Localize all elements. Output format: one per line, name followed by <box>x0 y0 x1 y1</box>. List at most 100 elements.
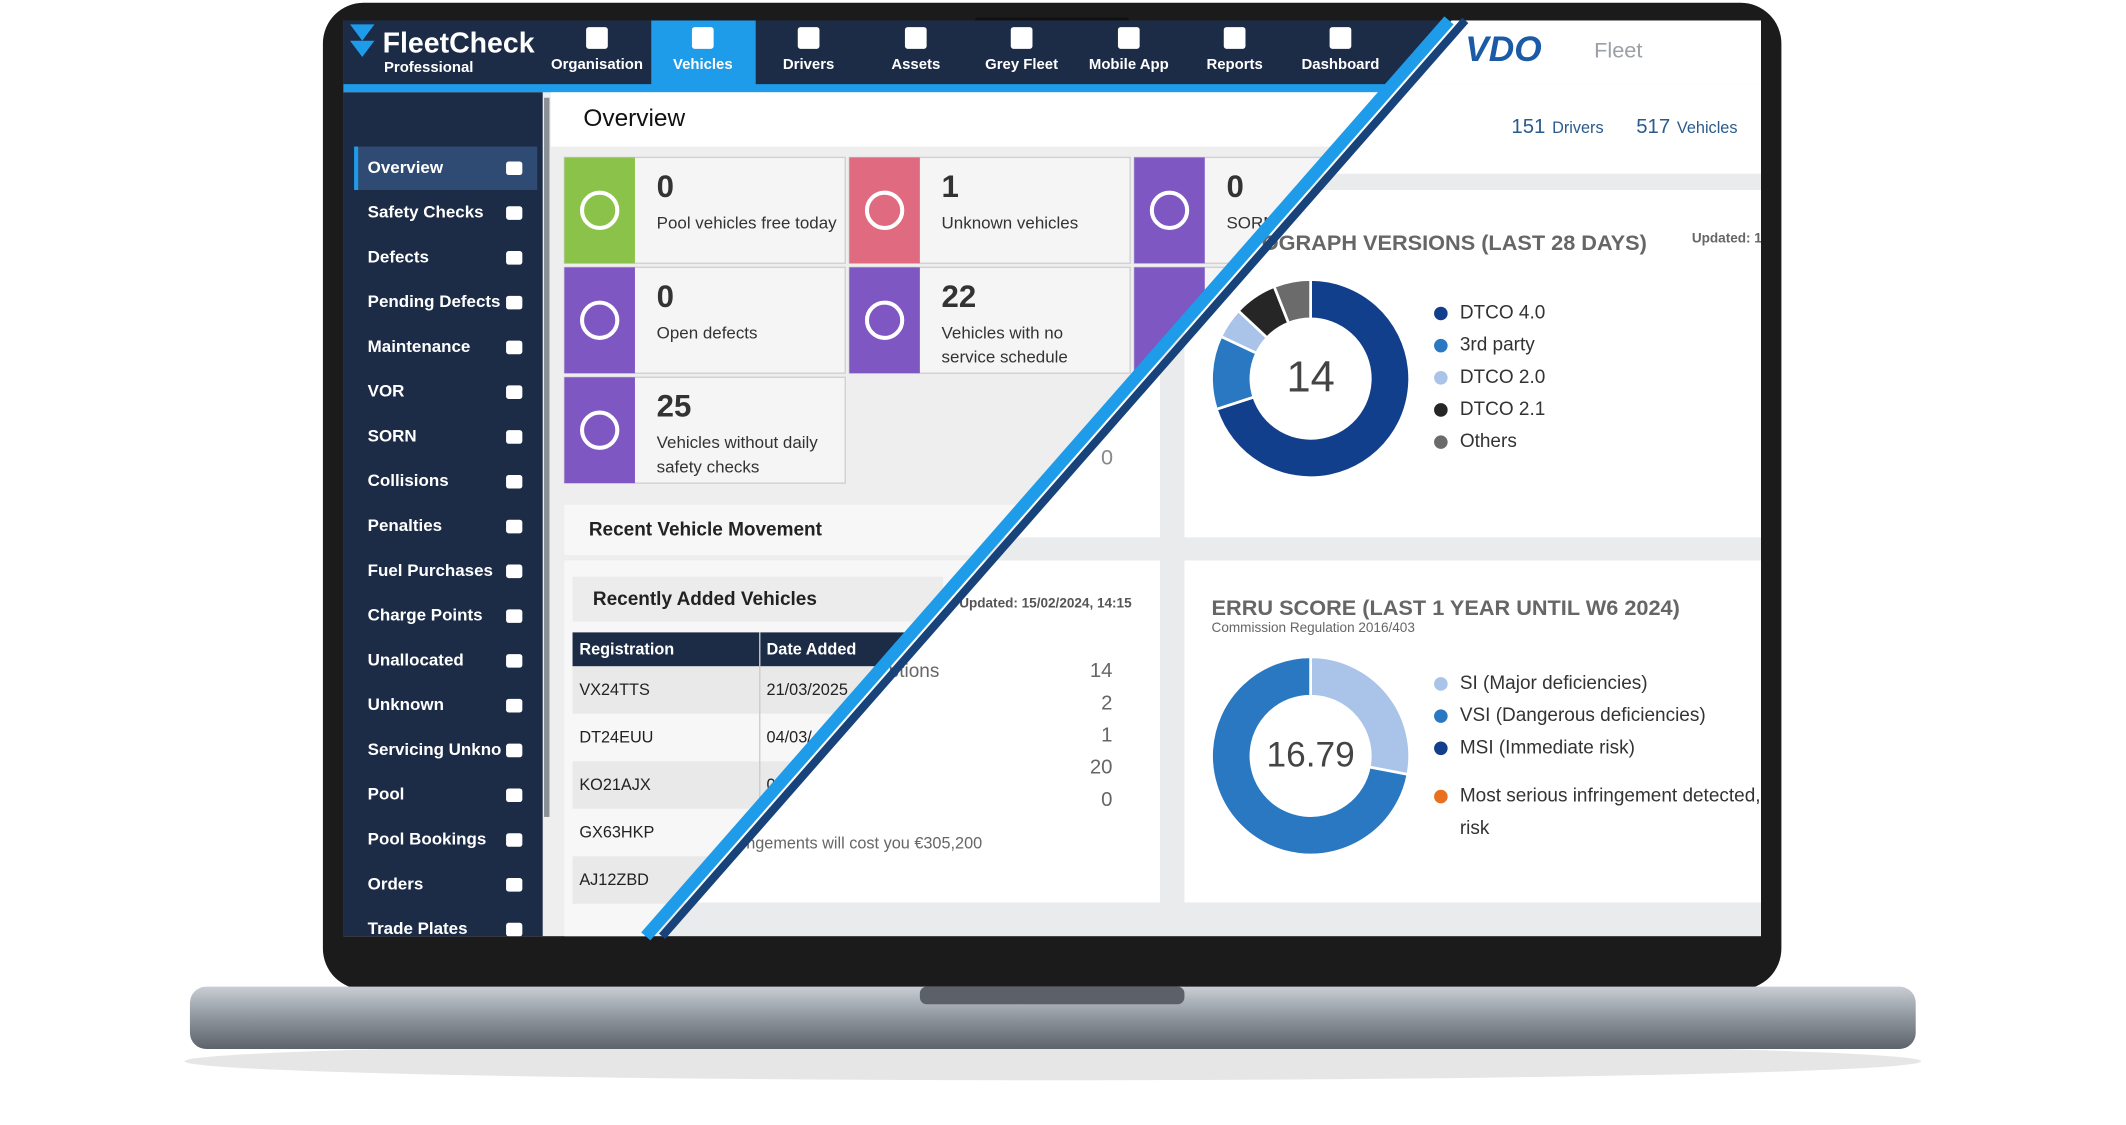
divider-dark <box>659 17 1469 940</box>
laptop-base <box>189 986 1916 1050</box>
nav-icon <box>586 27 608 49</box>
recent-header <box>572 576 943 622</box>
sidebar-item[interactable]: VOR <box>368 382 405 401</box>
legend-swatch <box>1434 338 1448 353</box>
vehicles-label: Vehicles <box>1677 119 1738 137</box>
sidebar-item[interactable]: Maintenance <box>368 337 471 356</box>
donut-segment <box>1309 655 1411 777</box>
sidebar-item[interactable]: Unallocated <box>368 650 464 669</box>
vehicles-count: 517 <box>1636 116 1670 138</box>
sidebar-item[interactable]: SORN <box>368 426 417 445</box>
nav-item[interactable]: Dashboard <box>1302 56 1380 73</box>
sidebar-item[interactable]: Charge Points <box>368 606 483 625</box>
tacho-total: 14 <box>1286 353 1334 401</box>
legend-label: 3rd party <box>1460 335 1535 356</box>
nav-icon <box>904 27 927 49</box>
logo-mark <box>350 24 375 57</box>
legend-swatch <box>1434 435 1448 449</box>
nav-item[interactable]: Grey Fleet <box>985 56 1058 73</box>
drivers-label: Drivers <box>1552 119 1604 137</box>
list-value: 1 <box>1101 724 1112 746</box>
table-header-cell: Date Added <box>767 640 857 658</box>
sidebar-icon <box>506 833 523 847</box>
sidebar-item[interactable]: Defects <box>368 247 429 266</box>
divider-light <box>641 16 1454 941</box>
sidebar-item[interactable]: Orders <box>368 874 424 893</box>
sidebar-item[interactable]: Safety Checks <box>368 203 484 222</box>
tile-icon <box>580 300 620 340</box>
tacho-updated: Updated: 1 <box>1692 230 1762 245</box>
table-cell: GX63HKP <box>579 824 654 842</box>
sidebar-item[interactable]: Pending Defects <box>368 292 501 311</box>
sidebar-icon <box>506 519 523 534</box>
cost-note: ngements will cost you €305,200 <box>746 834 982 852</box>
nav-item[interactable]: Mobile App <box>1089 56 1169 73</box>
sidebar-item[interactable]: Overview <box>368 158 444 177</box>
sidebar-icon <box>506 743 523 758</box>
tile-icon-bg <box>564 267 635 374</box>
panel-title: Recently Added Vehicles <box>593 589 817 610</box>
tile-icon-bg <box>849 157 920 264</box>
tile-icon <box>580 410 620 450</box>
nav-item[interactable]: Assets <box>891 56 940 73</box>
sidebar-icon <box>506 564 523 579</box>
nav-item[interactable]: Reports <box>1206 56 1262 73</box>
erru-subtitle: Commission Regulation 2016/403 <box>1212 620 1415 635</box>
drivers-count: 151 <box>1511 116 1545 138</box>
tile-label: Unknown vehicles <box>942 213 1079 232</box>
sidebar-item[interactable]: Servicing Unkno <box>368 740 502 759</box>
nav-item[interactable]: Organisation <box>551 56 643 73</box>
legend-swatch <box>1434 371 1448 385</box>
donut-segment <box>1272 278 1312 325</box>
nav-item[interactable]: Drivers <box>783 56 834 73</box>
tile-label: safety checks <box>657 458 760 477</box>
sidebar-item[interactable]: Trade Plates <box>368 919 468 938</box>
tile-icon-bg <box>849 267 920 374</box>
legend-label: DTCO 4.0 <box>1460 302 1545 323</box>
sidebar-icon <box>506 878 523 892</box>
sidebar-item[interactable]: Unknown <box>368 695 444 714</box>
tile-icon <box>864 300 905 340</box>
sidebar-icon <box>506 385 523 399</box>
legend-swatch <box>1434 677 1448 691</box>
sidebar-item[interactable]: Collisions <box>368 471 449 490</box>
legend-label: VSI (Dangerous deficiencies) <box>1460 705 1706 726</box>
legend-swatch <box>1434 306 1448 321</box>
tile-icon-bg <box>564 157 635 264</box>
erru-score: 16.79 <box>1266 736 1354 775</box>
list-value: 20 <box>1090 757 1113 779</box>
tacho-card <box>1184 189 1762 538</box>
list-value: 14 <box>1090 660 1113 682</box>
sidebar-icon <box>506 474 523 489</box>
tile-value: 1 <box>942 169 959 204</box>
donut-segment <box>1210 655 1410 857</box>
sidebar-item[interactable]: Penalties <box>368 516 442 535</box>
nav-item[interactable]: Vehicles <box>673 56 733 73</box>
nav-icon <box>1010 27 1033 49</box>
laptop-notch <box>919 986 1185 1005</box>
tile-label: Pool vehicles free today <box>657 213 837 232</box>
page-header <box>550 92 1452 147</box>
table-cell: KO21AJX <box>579 776 651 794</box>
list-value: 2 <box>1101 692 1112 714</box>
legend-label: MSI (Immediate risk) <box>1460 737 1635 758</box>
table-cell: 04/03/ <box>767 729 813 747</box>
erru-note: Most serious infringement detected, y <box>1460 786 1776 807</box>
shadow <box>184 1042 1922 1081</box>
table-cell: 21/03/2025 <box>767 681 848 699</box>
active-sidebar-marker <box>354 146 359 190</box>
sidebar-item[interactable]: Pool Bookings <box>368 830 487 849</box>
tile-icon-bg <box>1134 157 1205 264</box>
erru-note: risk <box>1460 818 1490 839</box>
sidebar-item[interactable]: Pool <box>368 785 405 804</box>
tile-value: 25 <box>657 389 692 424</box>
sidebar-icon <box>506 609 523 623</box>
sidebar-icon <box>506 251 523 265</box>
sidebar-item[interactable]: Fuel Purchases <box>368 561 493 580</box>
legend-label: DTCO 2.0 <box>1460 367 1545 388</box>
donut-segment <box>1214 278 1411 480</box>
nav-icon <box>691 27 714 49</box>
updated: Updated: 15/02/2024, 14:15 <box>959 595 1132 610</box>
